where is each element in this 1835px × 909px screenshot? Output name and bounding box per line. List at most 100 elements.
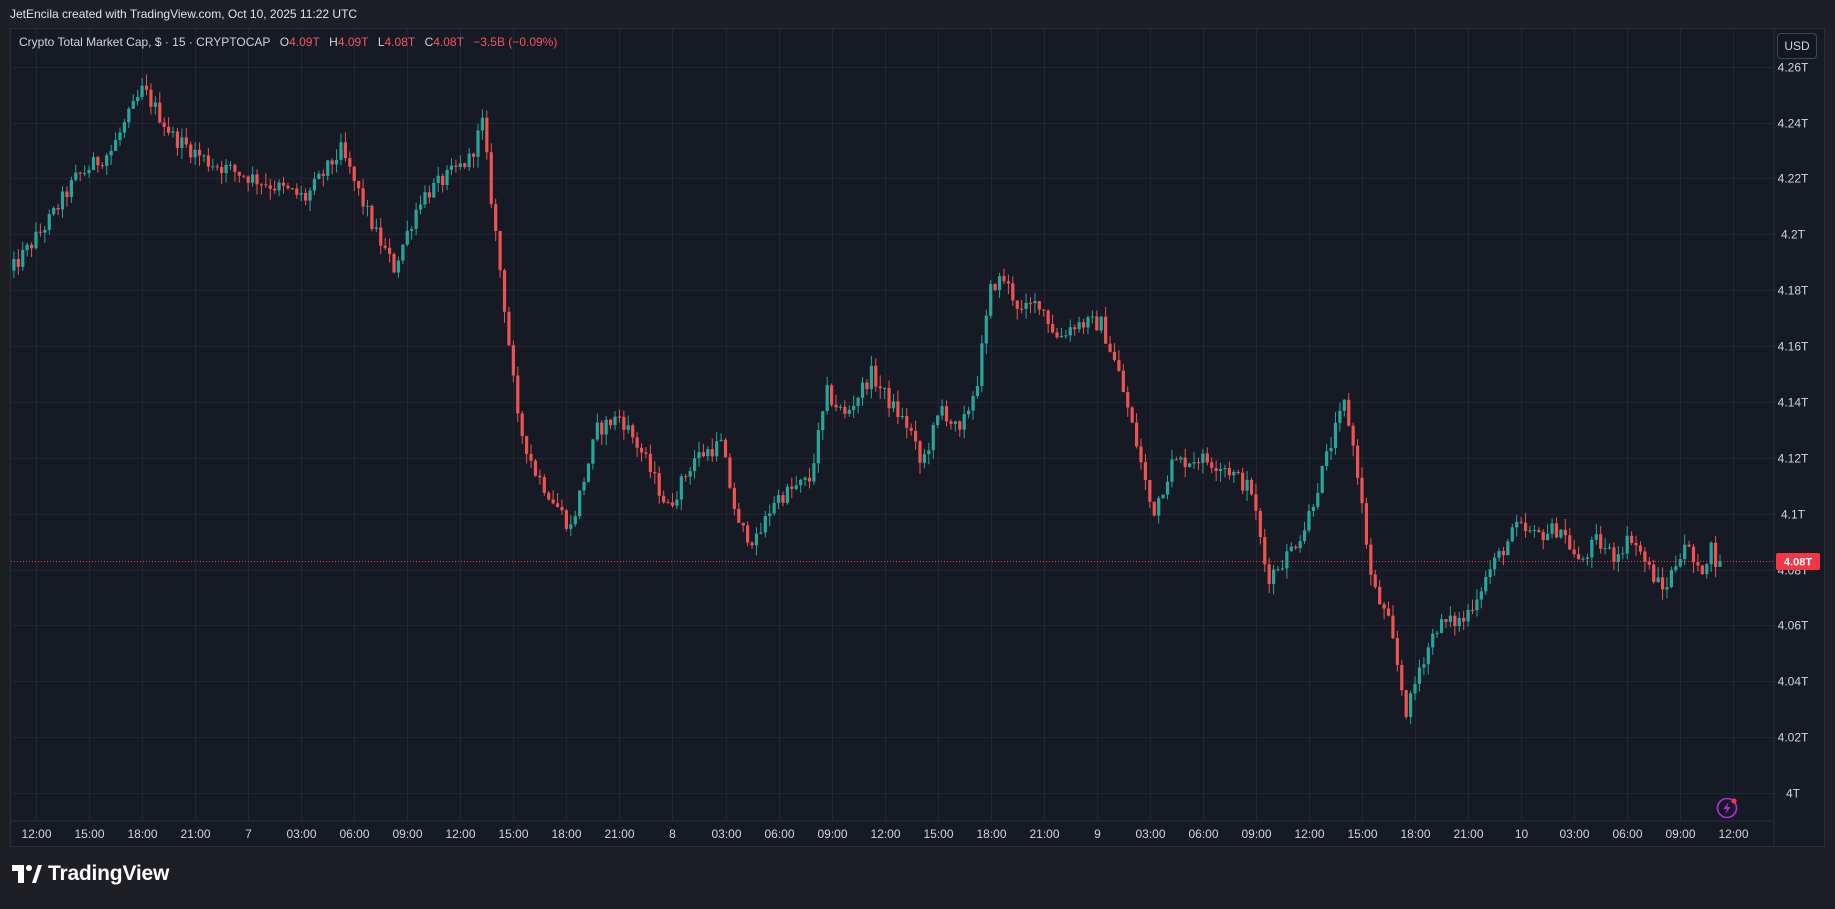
time-tick-label: 06:00 [764,827,794,841]
candle-down [507,311,511,346]
candle-up [1285,551,1289,569]
candle-down [728,457,732,488]
candle-up [1674,566,1678,571]
candle-down [918,441,922,463]
candle-up [816,430,820,464]
candle-up [1497,550,1501,558]
candle-down [38,231,43,233]
candle-up [675,499,679,506]
tradingview-logo[interactable]: TradingView [12,862,169,886]
candle-up [423,192,427,205]
candle-down [246,176,250,183]
candle-down [1037,301,1041,310]
time-tick-label: 8 [669,827,676,841]
candle-up [1165,481,1170,495]
candle-down [383,245,387,248]
candle-down [781,495,785,503]
candle-down [149,89,153,107]
candle-down [1108,343,1112,352]
candle-down [1599,534,1603,549]
candle-up [1320,465,1324,493]
candle-down [1373,574,1377,587]
candle-up [1218,468,1223,472]
price-axis[interactable]: 4T 4.02T 4.04T 4.06T 4.08T 4.1T 4.12T 4.14T 4.16… [1778,61,1809,801]
time-tick-label: 7 [245,827,252,841]
candle-down [905,415,909,428]
candle-up [967,410,971,415]
candle-down [511,345,515,376]
currency-button[interactable]: USD [1777,33,1817,59]
candle-up [131,101,135,109]
lightning-alert-icon[interactable] [1716,797,1738,819]
price-tick-label: 4.22T [1778,172,1809,186]
candle-down [1382,604,1386,609]
candle-up [136,96,140,102]
candle-down [542,477,546,493]
candlestick-chart[interactable]: 4T 4.02T 4.04T 4.06T 4.08T 4.1T 4.12T 4.14T 4.16… [11,29,1824,846]
candle-up [821,411,825,431]
candle-up [396,260,401,273]
candle-down [1691,546,1696,563]
candle-down [1134,422,1139,447]
candle-up [883,387,887,389]
legend-low-value: 4.08T [384,35,416,49]
candle-up [1064,335,1068,337]
candle-up [211,166,215,168]
price-tick-label: 4T [1786,787,1801,801]
candle-down [1227,468,1231,476]
candle-up [1435,632,1439,634]
candle-up [308,190,312,201]
candle-up [25,244,29,251]
candle-up [799,479,803,486]
time-tick-label: 9 [1094,827,1101,841]
candle-up [1311,506,1315,512]
candle-up [105,155,109,166]
candle-up [436,175,440,183]
candle-down [750,542,754,546]
candle-up [83,173,87,175]
candle-up [432,182,436,198]
price-tick-label: 4.14T [1778,396,1809,410]
candle-up [706,449,710,457]
candle-down [737,508,741,523]
candle-down [1378,586,1382,605]
candle-up [365,205,370,207]
candle-up [339,142,343,160]
candle-up [1594,534,1598,540]
candle-down [463,163,467,168]
candle-up [1457,617,1461,627]
symbol-legend[interactable]: Crypto Total Market Cap, $ · 15 · CRYPTO… [19,35,557,49]
time-tick-label: 15:00 [923,827,953,841]
candle-up [1546,533,1550,541]
time-axis[interactable]: 12:00 15:00 18:00 21:00 7 03:00 06:00 09:00 12:0… [21,827,1748,841]
candle-up [763,516,767,533]
candle-up [224,164,228,173]
candle-down [913,430,918,442]
candle-down [441,175,445,186]
candle-down [1630,535,1634,544]
candle-up [1488,569,1492,578]
candle-down [1687,544,1691,547]
candle-down [1519,521,1523,523]
candle-down [1081,322,1086,328]
candle-up [953,421,957,424]
candle-down [1638,545,1643,552]
chart-pane[interactable]: 4T 4.02T 4.04T 4.06T 4.08T 4.1T 4.12T 4.14T 4.16… [10,28,1825,847]
time-tick-label: 21:00 [604,827,634,841]
candle-up [825,385,829,412]
last-price-label: 4.08T [1784,557,1812,569]
candle-down [516,375,520,414]
candle-down [622,416,626,430]
candle-down [555,503,560,507]
time-tick-label: 03:00 [1559,827,1589,841]
candle-up [1024,302,1028,309]
candle-up [1506,541,1510,556]
time-tick-label: 09:00 [1665,827,1695,841]
candle-up [900,415,904,418]
candle-down [454,165,458,167]
candle-down [1267,564,1271,584]
symbol-description[interactable]: Crypto Total Market Cap, $ · 15 · CRYPTO… [19,35,271,49]
candle-up [299,193,303,195]
candle-down [1462,617,1466,622]
candle-up [980,343,984,387]
